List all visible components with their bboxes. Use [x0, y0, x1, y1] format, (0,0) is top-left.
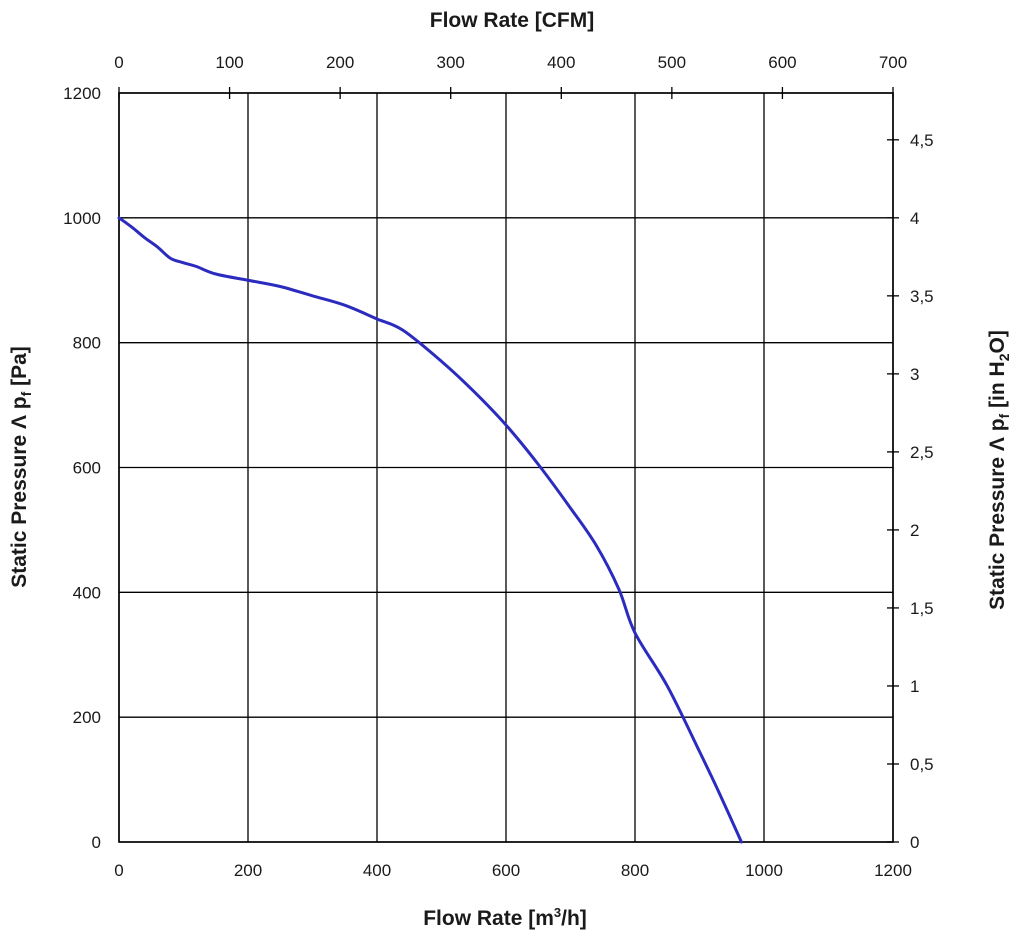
- y-right-axis-title-end: O]: [986, 330, 1009, 353]
- y-left-axis-title-main: Static Pressure Λ p: [8, 396, 31, 587]
- x-bottom-tick-label: 600: [492, 861, 520, 880]
- x-bottom-tick-label: 0: [114, 861, 123, 880]
- y-right-tick-label: 0,5: [910, 755, 934, 774]
- series-layer: [117, 216, 743, 844]
- y-left-tick-label: 1000: [63, 209, 101, 228]
- x-top-tick-label: 500: [658, 53, 686, 72]
- plot-frame: [118, 92, 894, 843]
- x-top-tick-label: 600: [768, 53, 796, 72]
- x-bottom-tick-label: 800: [621, 861, 649, 880]
- y-right-axis-title-sub2: 2: [996, 353, 1012, 361]
- y-left-tick-label: 0: [92, 833, 101, 852]
- x-top-tick-label: 100: [215, 53, 243, 72]
- y-right-tick-label: 3,5: [910, 287, 934, 306]
- x-bottom-axis-title-end: /h]: [561, 907, 587, 930]
- pressure-curve-line: [117, 216, 743, 844]
- y-right-tick-label: 0: [910, 833, 919, 852]
- y-left-tick-label: 800: [73, 334, 101, 353]
- y-right-axis-title: Static Pressure Λ pf [in H2O]: [986, 330, 1012, 610]
- x-bottom-tick-label: 1000: [745, 861, 783, 880]
- y-right-tick-label: 1: [910, 677, 919, 696]
- x-bottom-tick-label: 1200: [874, 861, 912, 880]
- y-left-axis-title-sub: f: [18, 391, 34, 396]
- x-top-tick-label: 700: [879, 53, 907, 72]
- y-left-tick-label: 600: [73, 459, 101, 478]
- x-bottom-tick-label: 400: [363, 861, 391, 880]
- y-left-axis-title-end: [Pa]: [8, 346, 31, 392]
- y-right-axis-title-mid: [in H: [986, 361, 1009, 414]
- tick-labels: 0 200 400 600 800 1000 12000200400600800100012…: [63, 53, 933, 880]
- x-top-tick-label: 400: [547, 53, 575, 72]
- y-left-tick-label: 200: [73, 708, 101, 727]
- grid-lines: [118, 87, 899, 843]
- y-left-tick-label: 1200: [63, 84, 101, 103]
- x-top-tick-label: 0: [114, 53, 123, 72]
- y-left-tick-label: 400: [73, 583, 101, 602]
- y-left-axis-title: Static Pressure Λ pf [Pa]: [8, 346, 34, 588]
- y-right-axis-title-sub: f: [996, 413, 1012, 418]
- y-right-tick-label: 3: [910, 365, 919, 384]
- y-right-tick-label: 4: [910, 209, 919, 228]
- x-top-axis-title: Flow Rate [CFM]: [430, 9, 594, 32]
- y-right-tick-label: 1,5: [910, 599, 934, 618]
- x-top-tick-label: 200: [326, 53, 354, 72]
- y-right-axis-title-main: Static Pressure Λ p: [986, 418, 1009, 609]
- x-top-tick-label: 300: [437, 53, 465, 72]
- x-bottom-axis-title-sup: 3: [554, 905, 561, 920]
- y-right-tick-label: 4,5: [910, 131, 934, 150]
- x-bottom-tick-label: 200: [234, 861, 262, 880]
- y-right-tick-label: 2: [910, 521, 919, 540]
- x-bottom-axis-title-main: Flow Rate [m: [423, 907, 554, 930]
- x-bottom-axis-title: Flow Rate [m3/h]: [423, 905, 587, 930]
- y-right-tick-label: 2,5: [910, 443, 934, 462]
